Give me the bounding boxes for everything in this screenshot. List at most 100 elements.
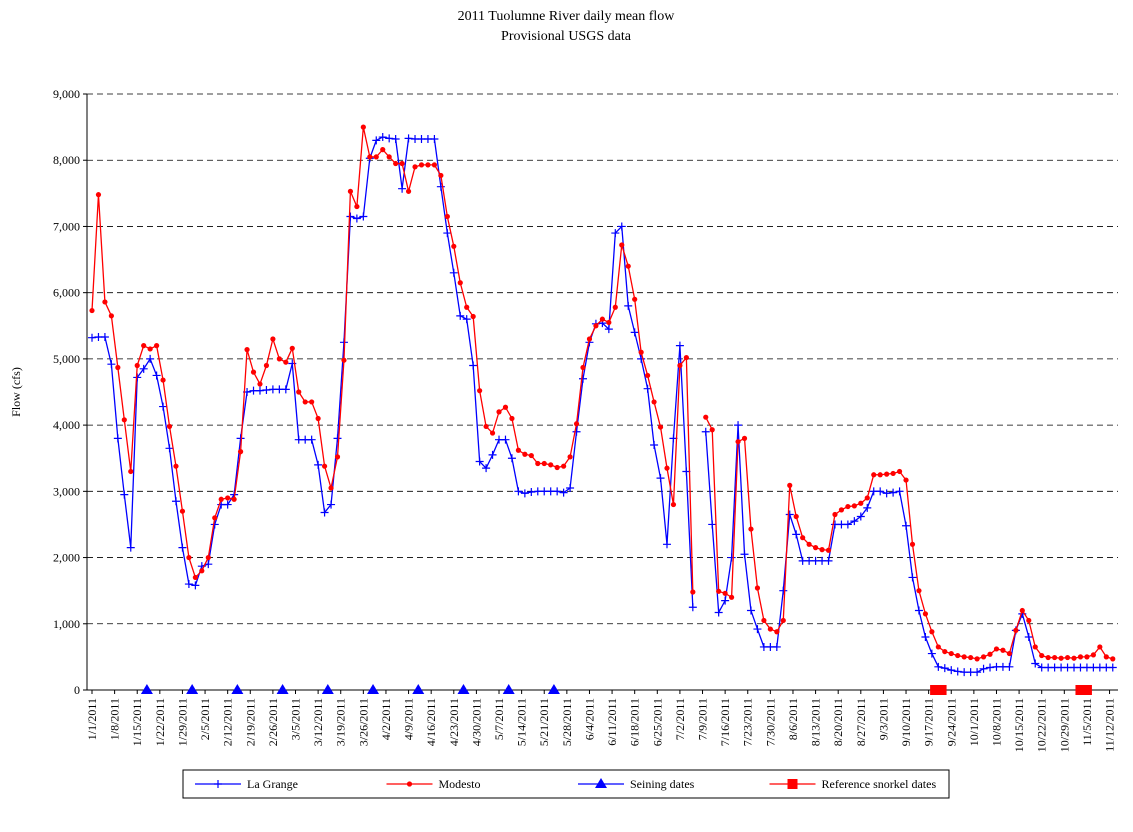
point (199, 568, 205, 574)
point (1058, 655, 1064, 661)
x-tick-label: 5/7/2011 (492, 698, 506, 740)
point (412, 164, 418, 170)
point (438, 172, 444, 179)
point (1045, 654, 1051, 661)
point (386, 154, 392, 160)
point (315, 415, 321, 422)
point (579, 374, 588, 383)
point (914, 606, 923, 615)
point (289, 345, 295, 351)
point (443, 229, 452, 238)
point (507, 454, 516, 463)
point (1084, 654, 1090, 660)
x-tick-label: 11/5/2011 (1080, 698, 1094, 746)
point (825, 547, 832, 553)
point (701, 427, 710, 436)
x-tick-label: 8/13/2011 (809, 698, 823, 746)
point (541, 460, 547, 467)
point (947, 666, 956, 675)
point (936, 685, 947, 695)
point (102, 299, 108, 305)
point (354, 203, 360, 210)
point (767, 626, 773, 632)
point (1019, 607, 1025, 614)
point (412, 684, 425, 694)
point (515, 447, 521, 453)
point (89, 307, 95, 314)
point (748, 526, 754, 532)
point (617, 222, 626, 231)
point (858, 500, 864, 506)
point (683, 354, 689, 361)
point (475, 457, 484, 466)
series-line (91, 126, 694, 593)
legend-label: Reference snorkel dates (822, 777, 937, 791)
point (1005, 662, 1014, 671)
point (276, 684, 289, 694)
y-tick-label: 7,000 (53, 219, 80, 233)
point (987, 651, 993, 657)
point (662, 540, 671, 549)
point (884, 471, 890, 477)
point (462, 315, 471, 324)
point (186, 684, 199, 694)
point (95, 192, 102, 198)
point (470, 313, 476, 320)
point (953, 667, 962, 676)
point (178, 543, 187, 552)
point (902, 521, 911, 530)
legend-swatch-marker (787, 779, 798, 789)
x-tick-label: 7/2/2011 (673, 698, 687, 740)
point (637, 354, 646, 363)
point (896, 468, 903, 475)
point (134, 362, 140, 369)
point (559, 488, 568, 497)
y-axis-label: Flow (cfs) (9, 367, 23, 417)
point (108, 313, 114, 319)
x-tick-label: 4/2/2011 (379, 698, 393, 740)
point (1071, 655, 1077, 661)
point (593, 323, 599, 329)
point (262, 386, 271, 395)
point (159, 402, 168, 411)
point (327, 500, 336, 509)
point (165, 444, 174, 453)
point (1013, 627, 1019, 634)
point (334, 454, 341, 460)
point (430, 135, 439, 144)
point (367, 684, 380, 694)
point (567, 454, 573, 460)
x-tick-label: 3/12/2011 (311, 698, 325, 746)
y-tick-label: 6,000 (53, 286, 80, 300)
point (372, 136, 381, 145)
point (456, 311, 465, 320)
point (502, 404, 509, 410)
point (561, 463, 567, 469)
point (302, 399, 308, 405)
point (916, 588, 922, 594)
point (1039, 652, 1045, 659)
point (664, 465, 670, 471)
x-tick-label: 7/23/2011 (741, 698, 755, 746)
point (824, 556, 833, 565)
y-tick-label: 2,000 (53, 551, 80, 565)
point (147, 346, 153, 352)
point (812, 545, 819, 551)
point (444, 213, 450, 220)
point (753, 625, 762, 634)
point (722, 590, 728, 596)
point (612, 304, 618, 310)
point (792, 530, 801, 539)
point (656, 474, 665, 483)
point (425, 162, 431, 168)
x-tick-label: 11/12/2011 (1103, 698, 1117, 752)
point (283, 359, 289, 365)
point (657, 424, 664, 430)
point (212, 515, 218, 521)
point (128, 468, 134, 475)
point (599, 316, 605, 322)
point (496, 409, 502, 415)
x-tick-label: 6/11/2011 (605, 698, 619, 746)
point (514, 487, 523, 496)
point (205, 554, 211, 561)
